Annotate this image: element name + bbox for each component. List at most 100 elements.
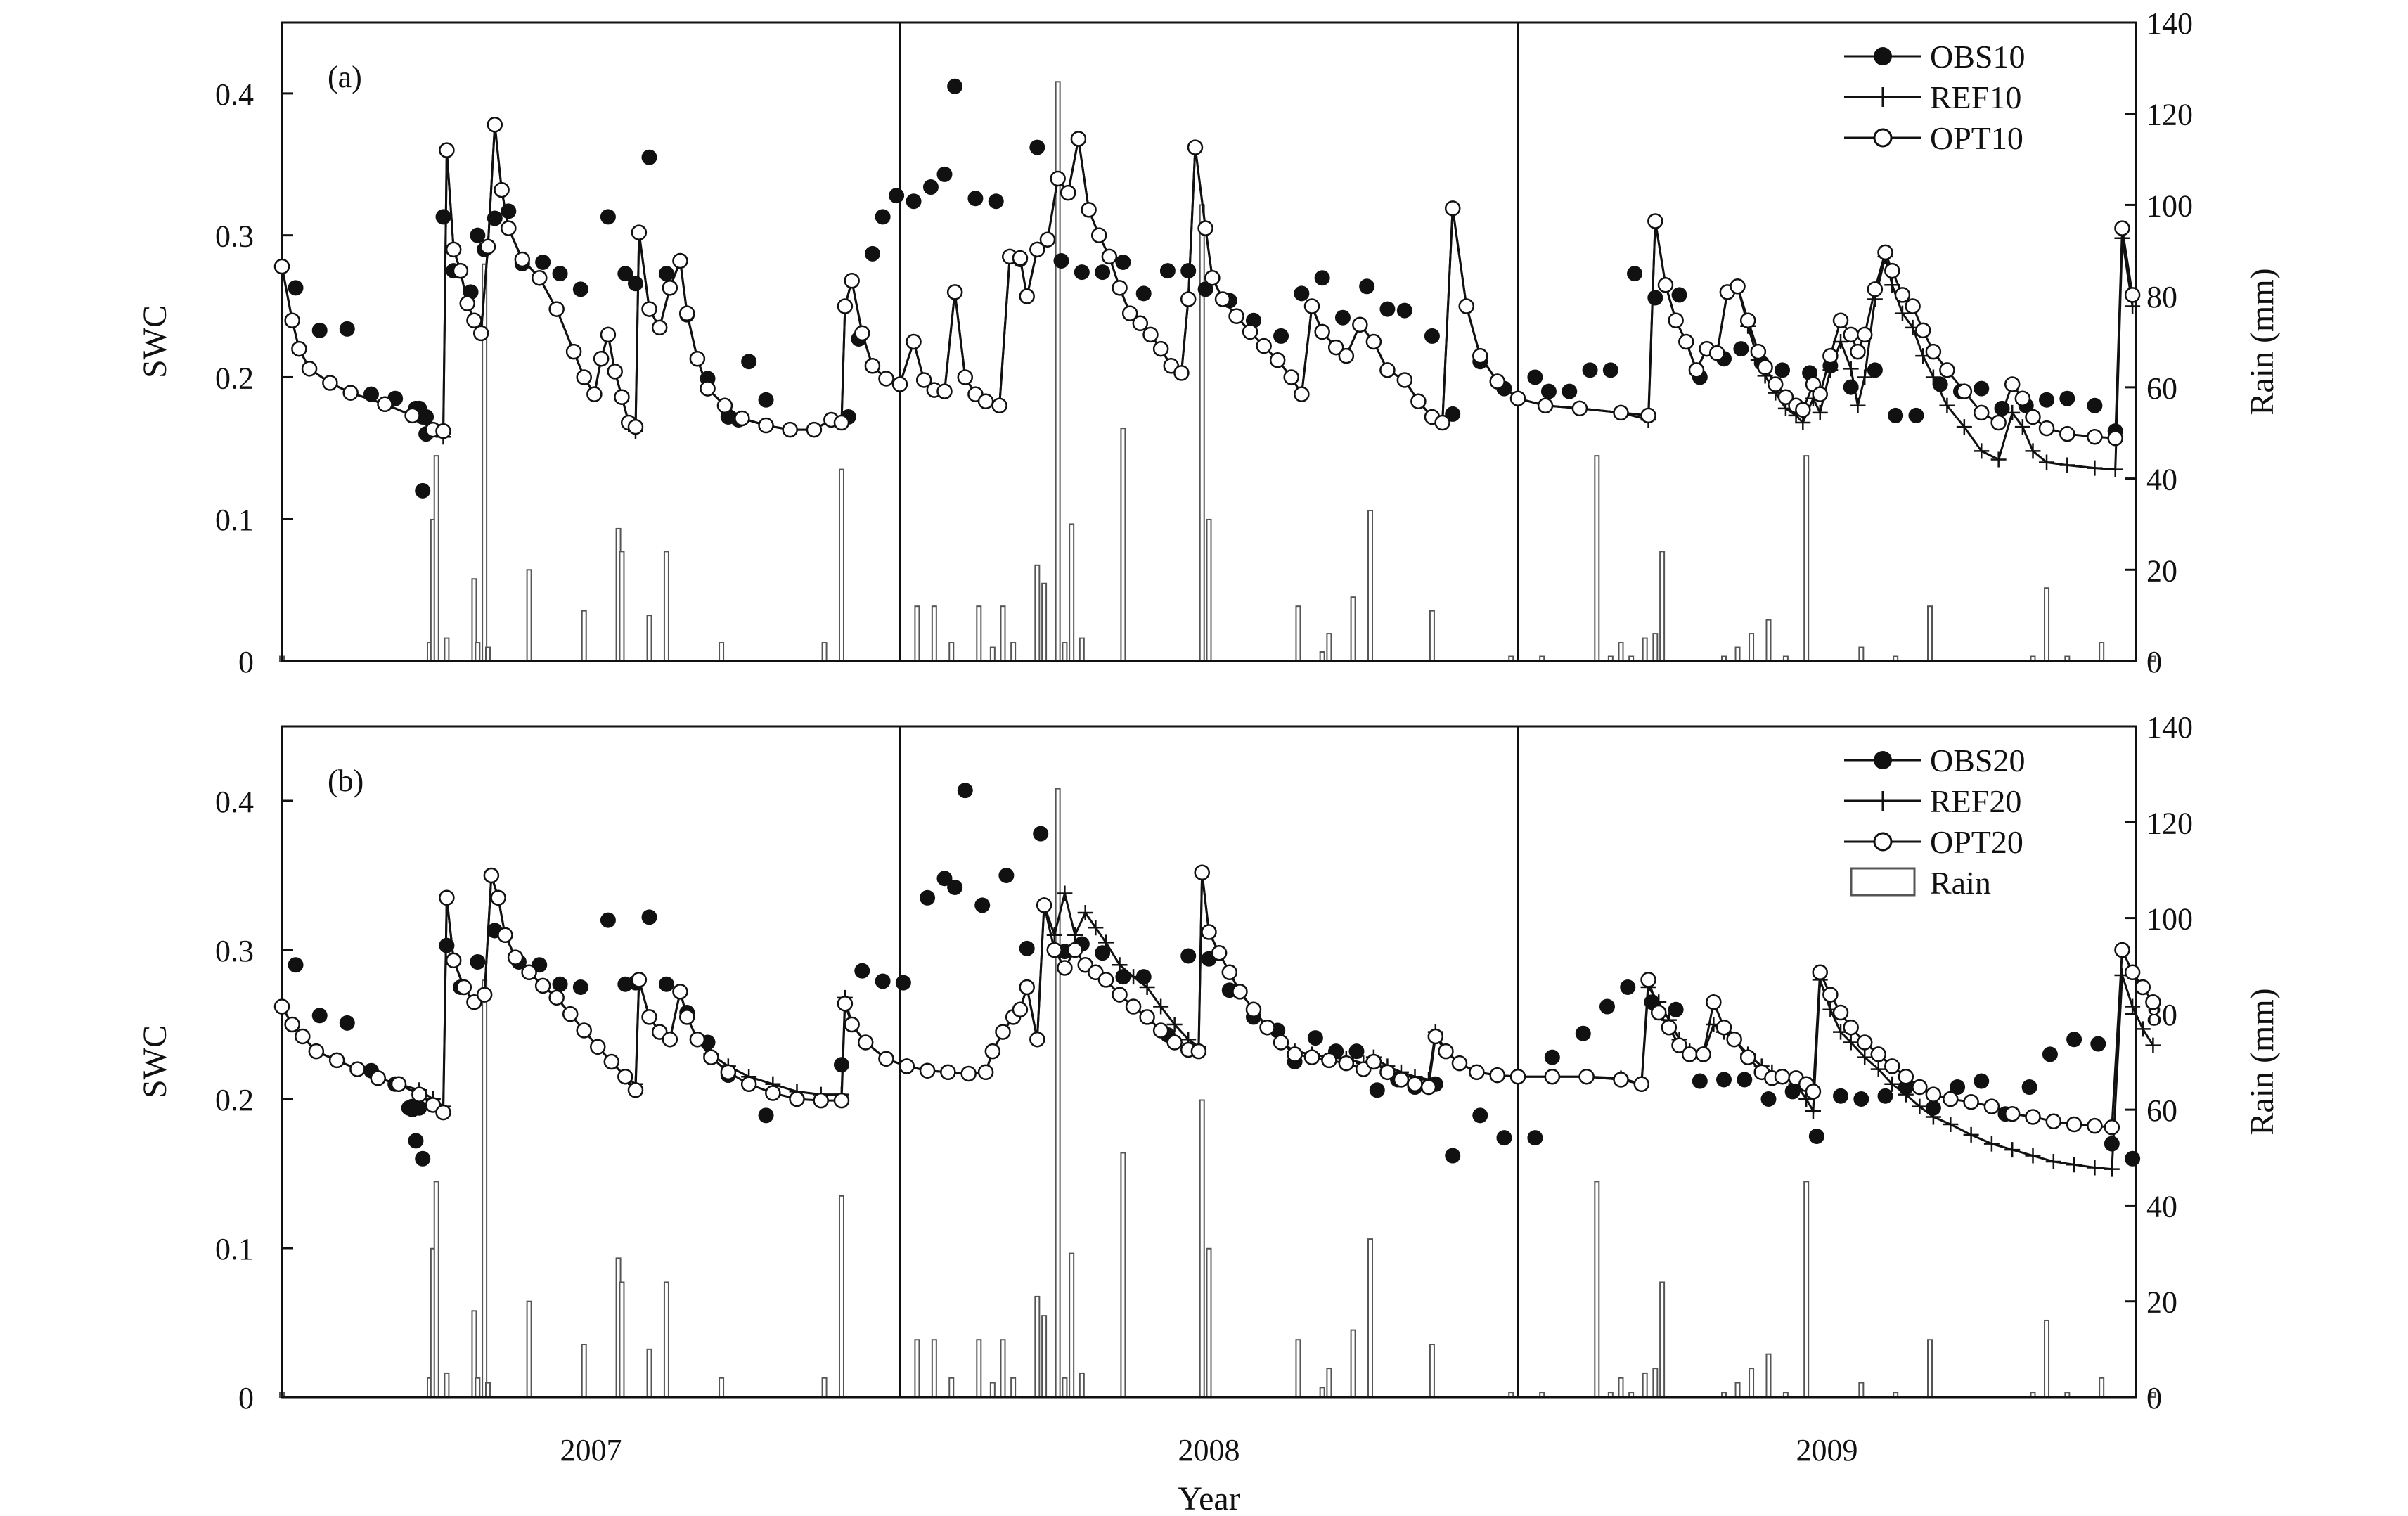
point-ref10 [2039, 454, 2055, 470]
point-opt20 [1661, 1019, 1678, 1036]
rain-bar [1041, 1315, 1048, 1398]
point-opt20 [641, 1009, 657, 1025]
point-obs20 [895, 975, 911, 991]
point-obs10 [1197, 281, 1213, 297]
point-opt10 [459, 295, 475, 311]
point-ref10 [1884, 277, 1900, 293]
y2-axis-label: Rain (mm) [2243, 268, 2281, 415]
point-ref20 [2066, 1157, 2082, 1173]
point-opt20 [1166, 1034, 1183, 1051]
point-obs10 [641, 149, 657, 165]
point-obs10 [1974, 380, 1990, 397]
legend-marker [1873, 128, 1893, 148]
point-obs10 [889, 188, 905, 204]
y2-tick-label: 0 [2146, 1381, 2162, 1415]
rain-bar [1803, 455, 1810, 662]
point-opt20 [1190, 1043, 1207, 1060]
point-opt10 [1894, 287, 1911, 303]
panel-a: 0 0.1 0.2 0.3 0.4 0 20 40 60 80 100 120 140 SWC Rain (… [136, 6, 2281, 679]
point-obs20 [936, 871, 953, 887]
point-ref20 [2025, 1148, 2041, 1164]
point-opt20 [507, 949, 524, 965]
point-opt10 [435, 423, 451, 439]
point-ref20 [2004, 1142, 2021, 1158]
point-opt20 [844, 1016, 860, 1033]
point-obs20 [1445, 1148, 1461, 1164]
point-opt10 [1956, 383, 1973, 399]
point-opt20 [390, 1076, 407, 1093]
point-opt20 [562, 1006, 579, 1022]
point-obs20 [1019, 940, 1035, 956]
rain-bar [1765, 619, 1772, 662]
point-obs20 [2104, 1136, 2120, 1152]
point-obs10 [741, 354, 757, 370]
point-opt10 [1204, 269, 1221, 286]
point-opt10 [1039, 231, 1056, 248]
point-obs20 [600, 912, 616, 928]
point-opt20 [2135, 979, 2151, 996]
point-opt20 [960, 1065, 977, 1082]
point-opt20 [1211, 944, 1228, 961]
point-obs20 [1575, 1025, 1591, 1041]
point-opt10 [627, 418, 644, 435]
point-opt10 [439, 142, 455, 158]
rain-bar [1659, 1281, 1666, 1399]
point-obs20 [1833, 1088, 1849, 1104]
point-ref20 [2135, 1021, 2151, 1037]
point-ref20 [2125, 998, 2141, 1015]
point-opt20 [919, 1062, 936, 1079]
point-obs10 [1540, 383, 1557, 399]
point-ref20 [1805, 1103, 1821, 1119]
point-ref10 [1833, 334, 1849, 349]
point-opt20 [1245, 1001, 1262, 1018]
point-opt20 [1633, 1076, 1650, 1093]
point-obs10 [1273, 328, 1289, 344]
legend-swatch-rain [1850, 867, 1916, 897]
point-opt10 [700, 380, 716, 397]
point-opt10 [716, 397, 733, 414]
point-opt20 [1232, 984, 1248, 1000]
point-opt10 [1739, 312, 1756, 328]
point-obs10 [1074, 264, 1090, 281]
point-obs10 [1396, 302, 1412, 319]
point-opt20 [273, 998, 290, 1015]
point-obs10 [758, 392, 774, 408]
point-opt20 [878, 1051, 894, 1067]
point-opt20 [2045, 1113, 2062, 1130]
point-opt10 [1269, 352, 1286, 368]
point-opt20 [1489, 1067, 1505, 1084]
rain-bar [1120, 428, 1126, 662]
point-opt10 [806, 421, 823, 438]
point-opt20 [1259, 1019, 1275, 1036]
legend-label: REF10 [1930, 79, 2021, 115]
rain-bar [2150, 1392, 2156, 1398]
point-opt20 [328, 1052, 345, 1069]
point-opt10 [1730, 278, 1746, 295]
point-obs10 [627, 276, 643, 292]
point-opt10 [1434, 414, 1450, 431]
legend-label: OPT20 [1930, 824, 2023, 860]
rain-bar [1350, 1329, 1356, 1398]
y2-tick-label: 20 [2146, 1285, 2177, 1320]
rain-bar [475, 1377, 481, 1398]
point-opt10 [2124, 287, 2141, 303]
point-opt20 [740, 1076, 757, 1093]
point-opt20 [1420, 1079, 1437, 1096]
point-ref20 [1126, 969, 1142, 985]
point-obs10 [1888, 407, 1904, 423]
point-obs10 [906, 193, 922, 210]
point-opt20 [1578, 1068, 1595, 1085]
rain-bar [989, 1382, 996, 1398]
point-opt10 [1379, 362, 1396, 378]
point-opt10 [1668, 312, 1684, 328]
point-obs10 [988, 193, 1004, 210]
x-tick-label: 2009 [1796, 1433, 1858, 1467]
point-obs20 [2021, 1079, 2037, 1096]
point-opt10 [946, 284, 963, 300]
point-opt20 [1139, 1009, 1155, 1025]
point-ref20 [2104, 1161, 2120, 1177]
rain-bar [646, 1348, 652, 1399]
point-ref20 [2145, 1037, 2161, 1053]
point-opt10 [1121, 305, 1138, 321]
